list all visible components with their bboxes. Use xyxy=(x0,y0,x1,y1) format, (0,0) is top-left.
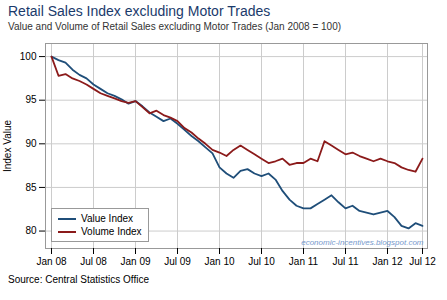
svg-text:80: 80 xyxy=(25,225,37,236)
svg-text:Jan 11: Jan 11 xyxy=(289,256,319,267)
html-text:Volume Index: Volume Index xyxy=(81,226,142,237)
svg-text:90: 90 xyxy=(25,138,37,149)
svg-text:Jul 09: Jul 09 xyxy=(164,256,191,267)
svg-text:95: 95 xyxy=(25,94,37,105)
svg-text:Jul 11: Jul 11 xyxy=(333,256,359,267)
svg-text:Jan 08: Jan 08 xyxy=(36,256,66,267)
svg-text:85: 85 xyxy=(25,182,37,193)
svg-text:Index Value: Index Value xyxy=(2,120,13,173)
svg-text:Jul 08: Jul 08 xyxy=(80,256,107,267)
svg-text:Jan 10: Jan 10 xyxy=(204,256,234,267)
svg-text:Jul 10: Jul 10 xyxy=(248,256,275,267)
svg-text:Jan 12: Jan 12 xyxy=(372,256,402,267)
svg-text:Jan 09: Jan 09 xyxy=(120,256,150,267)
svg-text:economic-incentives.blogspot.c: economic-incentives.blogspot.com xyxy=(301,238,424,247)
svg-text:100: 100 xyxy=(20,51,37,62)
svg-text:Jul 12: Jul 12 xyxy=(409,256,436,267)
html-text:Value Index: Value Index xyxy=(81,213,134,224)
html-text:Value and Volume of Retail Sal: Value and Volume of Retail Sales excludi… xyxy=(8,21,342,32)
html-text:Retail Sales Index excluding M: Retail Sales Index excluding Motor Trade… xyxy=(8,3,271,19)
html-text:Source: Central Statistics Off: Source: Central Statistics Office xyxy=(8,274,149,285)
